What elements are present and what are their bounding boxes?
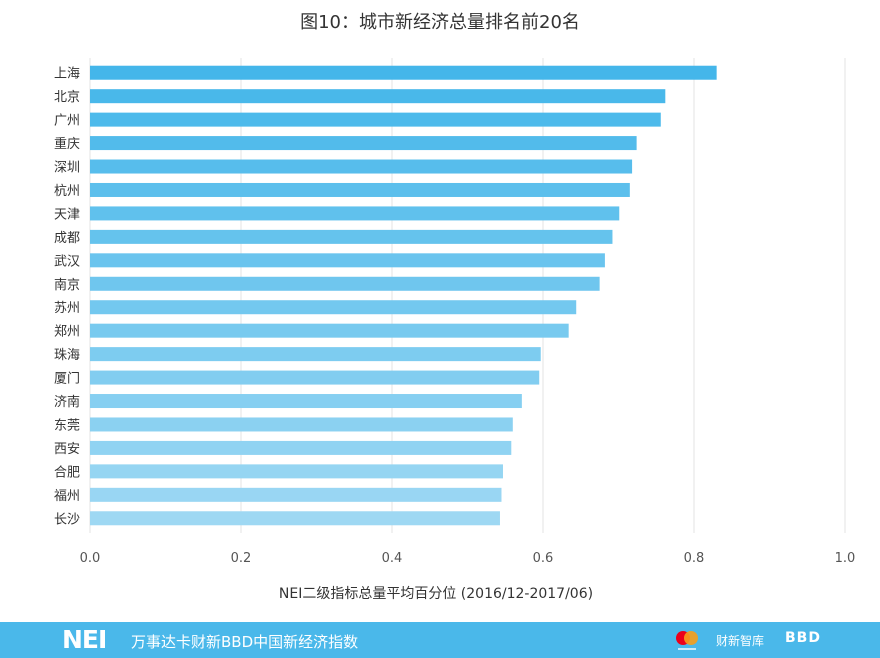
category-label: 成都	[54, 231, 80, 246]
category-label: 珠海	[54, 348, 80, 363]
category-label: 郑州	[54, 325, 80, 340]
caixin-logo: 财新智库	[716, 634, 765, 648]
category-label: 武汉	[54, 254, 80, 269]
bar	[90, 370, 540, 385]
nei-logo: NEI	[62, 625, 107, 654]
bar	[90, 323, 569, 338]
category-label: 天津	[54, 207, 80, 222]
category-label: 西安	[54, 442, 80, 457]
category-label: 杭州	[54, 184, 80, 199]
x-tick-label: 0.0	[80, 551, 101, 566]
bar	[90, 417, 513, 432]
bar-chart: 上海北京广州重庆深圳杭州天津成都武汉南京苏州郑州珠海厦门济南东莞西安合肥福州长沙…	[54, 58, 856, 602]
x-tick-label: 0.8	[684, 551, 705, 566]
x-tick-label: 0.2	[231, 551, 252, 566]
bar	[90, 300, 577, 315]
bar	[90, 182, 630, 197]
category-label: 厦门	[54, 372, 80, 387]
category-label: 北京	[54, 90, 80, 105]
bar	[90, 89, 666, 104]
category-label: 深圳	[54, 161, 80, 176]
bar	[90, 394, 522, 409]
category-label: 福州	[54, 489, 80, 504]
footer-bar: NEI 万事达卡财新BBD中国新经济指数 财新智库 BBD	[0, 622, 880, 658]
bar	[90, 229, 613, 244]
bar	[90, 112, 661, 127]
bar	[90, 347, 541, 362]
bar	[90, 159, 633, 174]
bar	[90, 464, 503, 479]
x-tick-labels: 0.0 0.2 0.4 0.6 0.8 1.0	[80, 551, 856, 566]
bar	[90, 487, 502, 502]
category-label: 苏州	[54, 300, 80, 316]
category-label: 南京	[54, 277, 80, 293]
category-label: 长沙	[54, 512, 80, 527]
x-tick-label: 0.6	[533, 551, 554, 566]
chart-title: 图10：城市新经济总量排名前20名	[300, 12, 580, 33]
category-label: 东莞	[54, 418, 80, 433]
gridlines	[89, 58, 846, 533]
category-label: 上海	[54, 67, 80, 82]
bars	[90, 65, 717, 526]
mastercard-logo-icon	[676, 631, 698, 650]
footer-tagline: 万事达卡财新BBD中国新经济指数	[131, 633, 359, 651]
bar	[90, 65, 717, 80]
bar	[90, 276, 600, 291]
bar	[90, 206, 620, 221]
bar	[90, 253, 605, 268]
category-label: 广州	[54, 114, 80, 129]
bar	[90, 511, 500, 526]
x-tick-label: 1.0	[835, 551, 856, 566]
x-axis-label: NEI二级指标总量平均百分位 (2016/12-2017/06)	[279, 586, 593, 602]
category-label: 重庆	[54, 136, 80, 152]
bbd-logo: BBD	[785, 630, 821, 646]
bar	[90, 440, 512, 455]
bar	[90, 136, 637, 151]
x-tick-label: 0.4	[382, 551, 403, 566]
category-label: 济南	[54, 394, 80, 410]
category-label: 合肥	[54, 465, 80, 480]
